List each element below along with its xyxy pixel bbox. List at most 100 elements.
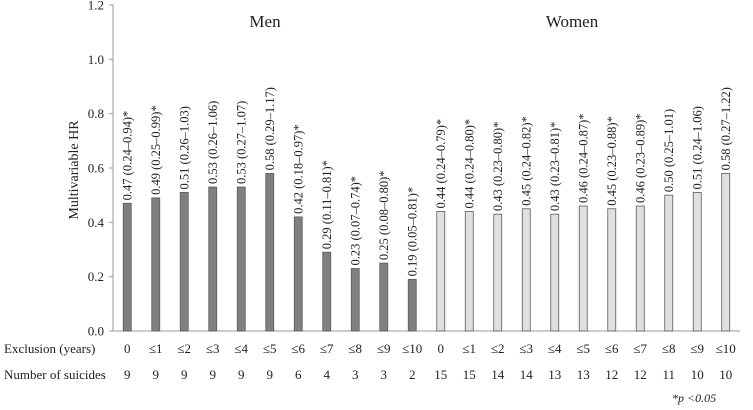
- exclusion-category-label: ≤8: [662, 341, 676, 356]
- y-axis-label: Multivariable HR: [67, 120, 82, 220]
- suicides-count-label: 9: [153, 367, 160, 382]
- bar: [464, 211, 474, 332]
- y-tick-label: 0.2: [88, 269, 104, 284]
- chart-axes: 0.0 0.2 0.4 0.6 0.8 1.0 1.2: [88, 0, 740, 339]
- exclusion-category-label: ≤7: [633, 341, 647, 356]
- bar-data-label: 0.51 (0.26–1.03): [177, 106, 191, 189]
- bar: [493, 213, 503, 332]
- footnote: *p <0.05: [672, 391, 716, 405]
- exclusion-category-label: ≤1: [149, 341, 163, 356]
- bar-data-label: 0.49 (0.25–0.99)*: [149, 105, 163, 195]
- suicides-count-label: 14: [520, 367, 534, 382]
- exclusion-category-label: ≤8: [348, 341, 362, 356]
- suicides-count-label: 13: [577, 367, 590, 382]
- bar: [379, 262, 389, 332]
- bar-data-label: 0.29 (0.11–0.81)*: [320, 160, 334, 249]
- bar-data-label: 0.46 (0.23–0.89)*: [633, 113, 647, 203]
- bar: [436, 211, 446, 332]
- suicides-count-label: 10: [691, 367, 704, 382]
- suicides-count-label: 11: [662, 367, 675, 382]
- exclusion-category-label: ≤1: [462, 341, 476, 356]
- exclusion-category-label: ≤3: [206, 341, 220, 356]
- bar-data-label: 0.45 (0.24–0.82)*: [519, 116, 533, 206]
- row-label-exclusion: Exclusion (years): [4, 341, 95, 356]
- exclusion-category-label: ≤3: [519, 341, 533, 356]
- exclusion-category-label: ≤4: [548, 341, 562, 356]
- suicides-count-label: 14: [491, 367, 505, 382]
- exclusion-category-label: ≤5: [263, 341, 277, 356]
- exclusion-category-label: ≤10: [402, 341, 422, 356]
- exclusion-category-label: 0: [438, 341, 445, 356]
- suicides-count-label: 9: [210, 367, 217, 382]
- exclusion-category-label: ≤2: [491, 341, 505, 356]
- exclusion-category-label: ≤7: [320, 341, 334, 356]
- bar-data-label: 0.23 (0.07–0.74)*: [348, 176, 362, 266]
- bar: [122, 202, 132, 332]
- bar-data-label: 0.58 (0.27–1.22): [719, 87, 733, 170]
- bar: [578, 205, 588, 332]
- y-tick-label: 1.2: [88, 0, 104, 13]
- exclusion-category-label: ≤6: [605, 341, 619, 356]
- bar: [407, 278, 417, 332]
- suicides-count-label: 6: [295, 367, 302, 382]
- bar: [151, 197, 161, 332]
- chart-bars: [122, 173, 731, 332]
- exclusion-category-label: ≤5: [576, 341, 590, 356]
- chart-bottom-rows: 0 9 ≤1 9 ≤2 9 ≤3 9 ≤4 9 ≤5 9 ≤6 6 ≤7 4 ≤8 3 ≤9 3 ≤10 2 0 15 ≤1 15…: [124, 341, 736, 382]
- bar: [265, 173, 275, 332]
- group-title-men: Men: [249, 12, 281, 31]
- exclusion-category-label: ≤10: [716, 341, 736, 356]
- bar-data-label: 0.47 (0.24–0.94)*: [120, 111, 134, 201]
- row-label-suicides: Number of suicides: [4, 367, 106, 382]
- exclusion-category-label: ≤9: [690, 341, 704, 356]
- bar-data-label: 0.43 (0.23–0.80)*: [491, 122, 505, 212]
- bar-data-label: 0.44 (0.24–0.79)*: [434, 119, 448, 209]
- suicides-count-label: 15: [463, 367, 476, 382]
- bar-data-label: 0.50 (0.25–1.01): [662, 109, 676, 192]
- suicides-count-label: 9: [267, 367, 274, 382]
- y-tick-label: 0.6: [88, 161, 105, 176]
- bar-data-label: 0.45 (0.23–0.88)*: [605, 116, 619, 206]
- bar: [293, 216, 303, 332]
- bar-data-label: 0.51 (0.24–1.06): [690, 106, 704, 189]
- suicides-count-label: 10: [719, 367, 732, 382]
- bar: [635, 205, 645, 332]
- bar: [208, 186, 218, 332]
- suicides-count-label: 9: [238, 367, 245, 382]
- bar-data-label: 0.44 (0.24–0.80)*: [462, 119, 476, 209]
- exclusion-category-label: ≤6: [291, 341, 305, 356]
- suicides-count-label: 12: [605, 367, 618, 382]
- bar: [721, 173, 731, 332]
- group-title-women: Women: [546, 12, 599, 31]
- suicides-count-label: 2: [409, 367, 416, 382]
- bar: [607, 208, 617, 332]
- suicides-count-label: 13: [548, 367, 561, 382]
- exclusion-category-label: ≤4: [234, 341, 248, 356]
- bar-data-label: 0.58 (0.29–1.17): [263, 87, 277, 170]
- suicides-count-label: 4: [324, 367, 331, 382]
- exclusion-category-label: ≤9: [377, 341, 391, 356]
- y-tick-label: 0.4: [88, 215, 105, 230]
- bar: [179, 192, 189, 332]
- suicides-count-label: 12: [634, 367, 647, 382]
- bar: [692, 192, 702, 332]
- bar-data-label: 0.43 (0.23–0.81)*: [548, 122, 562, 212]
- chart-data-labels: 0.47 (0.24–0.94)* 0.49 (0.25–0.99)* 0.51 (…: [120, 87, 733, 276]
- exclusion-category-label: 0: [124, 341, 131, 356]
- bar-data-label: 0.46 (0.24–0.87)*: [576, 113, 590, 203]
- y-tick-label: 0.8: [88, 106, 104, 121]
- y-tick-label: 1.0: [88, 52, 104, 67]
- y-tick-label: 0.0: [88, 324, 104, 339]
- suicides-count-label: 3: [381, 367, 388, 382]
- bar-data-label: 0.19 (0.05–0.81)*: [405, 187, 419, 277]
- exclusion-category-label: ≤2: [177, 341, 191, 356]
- suicides-count-label: 3: [352, 367, 359, 382]
- bar: [664, 194, 674, 332]
- bar-data-label: 0.53 (0.27–1.07): [234, 101, 248, 184]
- suicides-count-label: 9: [181, 367, 188, 382]
- bar: [322, 251, 332, 332]
- bar: [521, 208, 531, 332]
- bar: [550, 213, 560, 332]
- suicides-count-label: 9: [124, 367, 131, 382]
